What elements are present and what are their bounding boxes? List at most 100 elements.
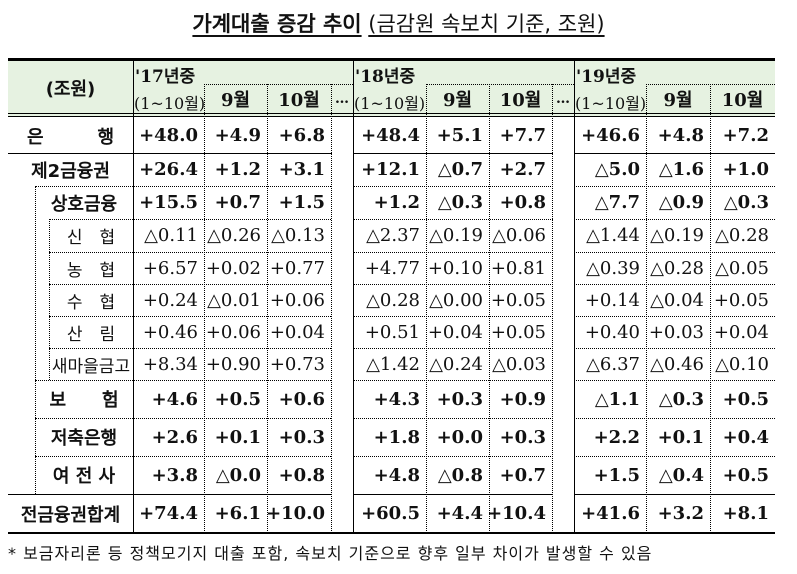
table-cell: +2.7 [499,159,546,180]
table-cell: △0.8 [437,464,483,486]
table-cell: △0.0 [215,464,261,486]
col-2019-sep: 9월 [663,90,693,111]
table-cell: +0.06 [269,289,325,311]
row-label: 저축은행 [50,428,118,449]
table-cell: +10.4 [487,503,546,524]
table-cell: △0.13 [271,225,325,246]
col-2019-oct: 10월 [721,90,764,111]
year-2018-header: '18년중 [355,67,416,87]
table-cell: +3.2 [657,503,704,524]
table-cell: △1.1 [594,388,640,410]
table-cell: +74.4 [139,503,198,524]
table-cell: +4.8 [373,464,420,486]
table-cell: +4.4 [436,503,483,524]
table-cell: △1.6 [658,159,704,180]
title-main: 가계대출 증감 추이 [192,12,362,36]
table-cell: +1.5 [278,192,325,213]
table-cell: △0.3 [658,388,704,410]
table-cell: +48.4 [361,125,420,146]
table-title: 가계대출 증감 추이 (금감원 속보치 기준, 조원) [0,8,797,38]
table-cell: +26.4 [139,159,198,180]
table-cell: +1.2 [214,159,261,180]
table-cell: △6.37 [586,353,640,375]
row-label: 수 협 [66,292,116,313]
table-cell: △1.44 [586,225,640,246]
table-cell: +0.81 [490,257,546,279]
table-cell: +0.7 [499,464,546,486]
table-cell: △0.01 [207,289,261,311]
table-cell: +0.7 [214,192,261,213]
table-cell: +0.04 [713,321,769,343]
table-cell: +0.10 [427,257,483,279]
table-cell: +0.3 [436,388,483,410]
row-label: 전금융권합계 [20,504,121,526]
table-cell: +0.90 [205,353,261,375]
table-cell: △0.05 [715,257,769,279]
row-label: 농 협 [66,260,116,281]
table-cell: +0.0 [436,426,483,448]
table-cell: +0.05 [490,289,546,311]
table-cell: +0.1 [214,426,261,448]
table-cell: +7.2 [722,125,769,146]
table-cell: +3.1 [278,159,325,180]
table-cell: +0.04 [427,321,483,343]
table-cell: △0.28 [650,257,704,279]
col-2018-oct: 10월 [499,90,542,111]
row-label: 제2금융권 [31,160,110,182]
table-cell: +4.8 [657,125,704,146]
table-cell: +6.57 [142,257,198,279]
table-cell: +7.7 [499,125,546,146]
table-cell: △0.00 [429,289,483,311]
title-subtitle: (금감원 속보치 기준, 조원) [368,12,605,36]
table-cell: +8.1 [722,503,769,524]
table-cell: +0.46 [142,321,198,343]
year-2017-header: '17년중 [135,67,196,87]
table-cell: +0.04 [269,321,325,343]
table-cell: △0.10 [715,353,769,375]
col-2017-ytd: (1~10월) [134,94,206,113]
table-cell: △0.11 [144,225,198,246]
table-cell: △0.03 [492,353,546,375]
row-label: 산 림 [66,324,116,345]
table-cell: +8.34 [142,353,198,375]
table-cell: +0.03 [648,321,704,343]
table-cell: +0.40 [584,321,640,343]
table-cell: +0.24 [142,289,198,311]
table-cell: △0.19 [650,225,704,246]
table-cell: △0.39 [586,257,640,279]
table-cell: △0.7 [437,159,483,180]
table-cell: +0.51 [364,321,420,343]
table-cell: +0.3 [499,426,546,448]
table-cell: △0.24 [429,353,483,375]
table-cell: +6.8 [278,125,325,146]
table-cell: +4.6 [151,388,198,410]
unit-label: (조원) [45,78,96,100]
table-cell: +0.6 [278,388,325,410]
table-cell: +0.73 [269,353,325,375]
table-cell: △0.28 [715,225,769,246]
footnote: * 보금자리론 등 정책모기지 대출 포함, 속보치 기준으로 향후 일부 차이… [8,544,653,563]
table-cell: +0.3 [278,426,325,448]
col-2019-ytd: (1~10월) [575,94,647,113]
table-header [8,58,775,117]
table-cell: △1.42 [366,353,420,375]
row-label: 새마을금고 [51,356,131,377]
table-cell: +0.05 [490,321,546,343]
ellipsis-2017: … [335,91,349,107]
row-label: 여 전 사 [52,466,116,487]
table-cell: △5.0 [594,159,640,180]
table-cell: △0.4 [658,464,704,486]
table-cell: +5.1 [436,125,483,146]
table-cell: +1.0 [722,159,769,180]
col-2018-ytd: (1~10월) [354,94,426,113]
table-cell: △0.28 [366,289,420,311]
row-label: 보 험 [49,390,119,411]
table-cell: △0.26 [207,225,261,246]
col-2018-sep: 9월 [442,90,473,111]
table-cell: △0.19 [429,225,483,246]
table-cell: +2.2 [593,426,640,448]
ellipsis-2018: … [556,91,570,107]
table-cell: +2.6 [151,426,198,448]
table-cell: +0.05 [713,289,769,311]
table-cell: +6.1 [214,503,261,524]
